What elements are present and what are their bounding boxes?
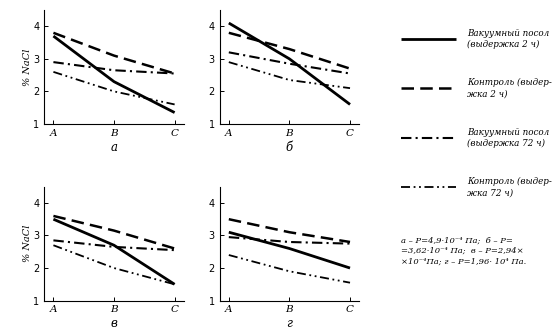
Text: а – P=4,9·10⁻⁴ Па;  б – P=
=3,62·10⁻⁴ Па;  в – P=2,94×
×10⁻⁴Па; г – P=1,96· 10⁴ : а – P=4,9·10⁻⁴ Па; б – P= =3,62·10⁻⁴ Па;… — [401, 237, 526, 266]
Text: Вакуумный посол
(выдержка 72 ч): Вакуумный посол (выдержка 72 ч) — [467, 128, 550, 148]
Text: Контроль (выдер-
жка 2 ч): Контроль (выдер- жка 2 ч) — [467, 78, 552, 99]
Y-axis label: % NaCl: % NaCl — [23, 48, 32, 86]
X-axis label: г: г — [286, 317, 293, 330]
Text: Контроль (выдер-
жка 72 ч): Контроль (выдер- жка 72 ч) — [467, 177, 552, 197]
X-axis label: в: в — [111, 317, 117, 330]
X-axis label: б: б — [286, 141, 293, 154]
X-axis label: а: а — [110, 141, 117, 154]
Y-axis label: % NaCl: % NaCl — [23, 225, 32, 262]
Text: Вакуумный посол
(выдержка 2 ч): Вакуумный посол (выдержка 2 ч) — [467, 29, 550, 49]
